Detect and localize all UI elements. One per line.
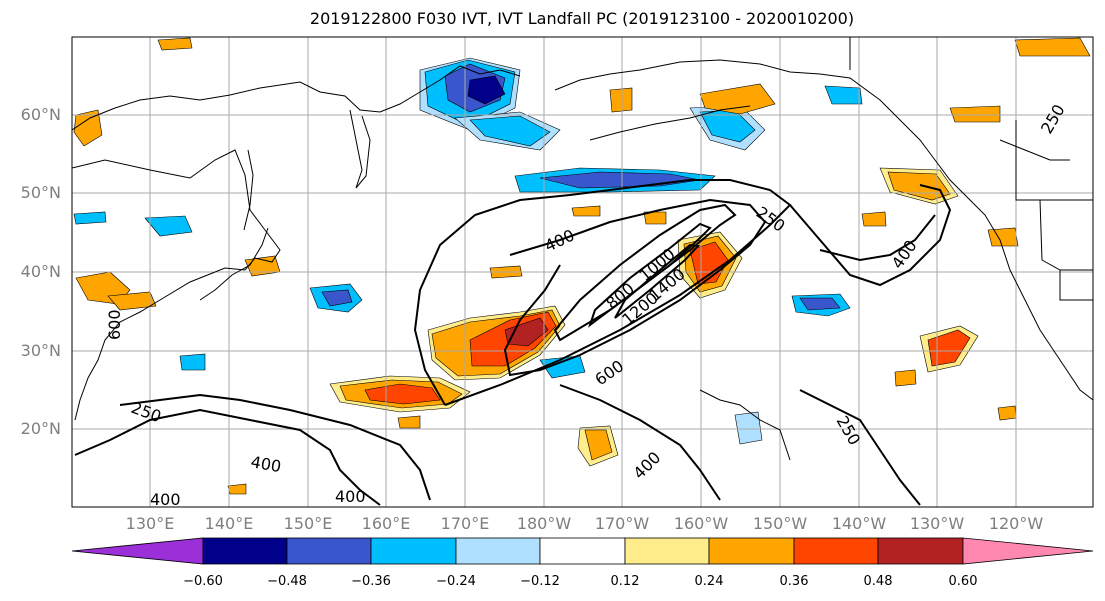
longitude-label: 130°E xyxy=(125,514,175,533)
longitude-label: 160°W xyxy=(673,514,729,533)
longitude-label: 130°W xyxy=(909,514,965,533)
colorbar-tick-label: 0.36 xyxy=(779,574,809,589)
positive-anomaly-region xyxy=(73,109,103,147)
latitude-label: 50°N xyxy=(20,183,61,202)
colorbar-segment xyxy=(708,537,795,565)
contour-400-west xyxy=(74,408,381,506)
colorbar-segment xyxy=(202,537,288,565)
negative-anomaly-region xyxy=(824,85,863,105)
colorbar-segment xyxy=(624,537,710,565)
negative-anomaly-region xyxy=(467,75,506,105)
positive-anomaly-region xyxy=(227,483,247,495)
contour-400-east xyxy=(819,214,936,262)
longitude-label: 140°E xyxy=(204,514,254,533)
colorbar-extension-high xyxy=(962,537,1094,565)
colorbar-tick-label: 0.48 xyxy=(863,574,893,589)
ivt-contours xyxy=(74,179,952,506)
colorbar-segment xyxy=(370,537,457,565)
colorbar-tick-label: −0.60 xyxy=(183,574,223,589)
contour-400 xyxy=(503,198,767,377)
colorbar-tick-label: 0.24 xyxy=(694,574,724,589)
province-border xyxy=(999,139,1070,161)
state-border xyxy=(1039,199,1093,271)
contour-250-west xyxy=(119,393,431,501)
colorbar-tick-label: −0.12 xyxy=(520,574,560,589)
colorbar-segment xyxy=(455,537,541,565)
latitude-label: 30°N xyxy=(20,341,61,360)
negative-anomaly-region xyxy=(799,297,841,311)
longitude-label: 150°E xyxy=(283,514,333,533)
positive-anomaly-region xyxy=(584,429,613,461)
siberia-coastline xyxy=(72,65,521,131)
positive-anomaly-region xyxy=(987,227,1019,247)
colorbar-tick-label: −0.36 xyxy=(351,574,391,589)
colorbar-tick-label: 0.12 xyxy=(610,574,640,589)
positive-anomaly-region xyxy=(364,383,441,405)
contour-400-south xyxy=(559,384,721,501)
positive-anomaly-region xyxy=(504,317,549,347)
positive-anomaly-region xyxy=(157,37,193,51)
longitude-label: 170°W xyxy=(594,514,650,533)
positive-anomaly-region xyxy=(1014,37,1091,57)
north-america-coastline xyxy=(554,59,1093,401)
colorbar-segment xyxy=(539,537,626,565)
longitude-label: 120°W xyxy=(988,514,1044,533)
colorbar-tick-label: −0.24 xyxy=(436,574,476,589)
latitude-label: 60°N xyxy=(20,105,61,124)
kamchatka-coastline xyxy=(349,109,371,189)
negative-anomaly-region xyxy=(734,411,763,445)
positive-anomaly-region xyxy=(861,211,887,227)
positive-anomaly-region xyxy=(949,105,1001,123)
positive-anomaly-region xyxy=(689,241,729,285)
colorbar-tick-label: −0.48 xyxy=(267,574,307,589)
positive-anomaly-region xyxy=(571,205,601,217)
negative-anomaly-region xyxy=(144,215,193,237)
japan-coastline xyxy=(199,227,269,301)
contour-label: 400 xyxy=(335,487,366,506)
asia-coastline xyxy=(72,149,281,421)
state-border xyxy=(1059,270,1093,301)
latitude-label: 20°N xyxy=(20,419,61,438)
latitude-label: 40°N xyxy=(20,262,61,281)
sakhalin-coastline xyxy=(243,149,254,231)
contour-800 xyxy=(588,222,712,328)
longitude-label: 170°E xyxy=(440,514,490,533)
hawaii-chain xyxy=(699,389,791,461)
alaska-peninsula-coastline xyxy=(589,105,751,141)
contour-250-southeast xyxy=(799,389,921,506)
positive-anomaly-region xyxy=(894,369,917,387)
colorbar-segment xyxy=(877,537,964,565)
negative-anomaly-region xyxy=(179,353,206,371)
contour-label: 600 xyxy=(105,309,124,340)
negative-anomaly-region xyxy=(321,289,353,307)
contour-label: 400 xyxy=(150,490,181,509)
contour-1000 xyxy=(614,243,701,319)
contour-250 xyxy=(413,179,792,406)
map-frame xyxy=(71,36,1094,508)
positive-anomaly-region xyxy=(699,83,776,115)
colorbar-segment xyxy=(286,537,372,565)
positive-anomaly-region xyxy=(107,291,157,311)
longitude-label: 150°W xyxy=(752,514,808,533)
colorbar-tick-label: 0.60 xyxy=(948,574,978,589)
positive-anomaly-region xyxy=(643,211,667,225)
colorbar-segment xyxy=(793,537,879,565)
colorbar-extension-low xyxy=(71,537,204,565)
longitude-label: 180°W xyxy=(516,514,572,533)
longitude-label: 160°E xyxy=(361,514,411,533)
positive-anomaly-region xyxy=(397,415,421,429)
coastlines xyxy=(72,37,1093,461)
colorbar xyxy=(71,537,1094,565)
map-title: 2019122800 F030 IVT, IVT Landfall PC (20… xyxy=(309,9,855,28)
longitude-label: 140°W xyxy=(831,514,887,533)
negative-anomaly-region xyxy=(73,211,107,225)
negative-anomaly-region xyxy=(469,115,551,147)
positive-anomaly-region xyxy=(927,329,971,367)
positive-anomaly-region xyxy=(609,87,633,113)
positive-anomaly-region xyxy=(997,405,1017,421)
